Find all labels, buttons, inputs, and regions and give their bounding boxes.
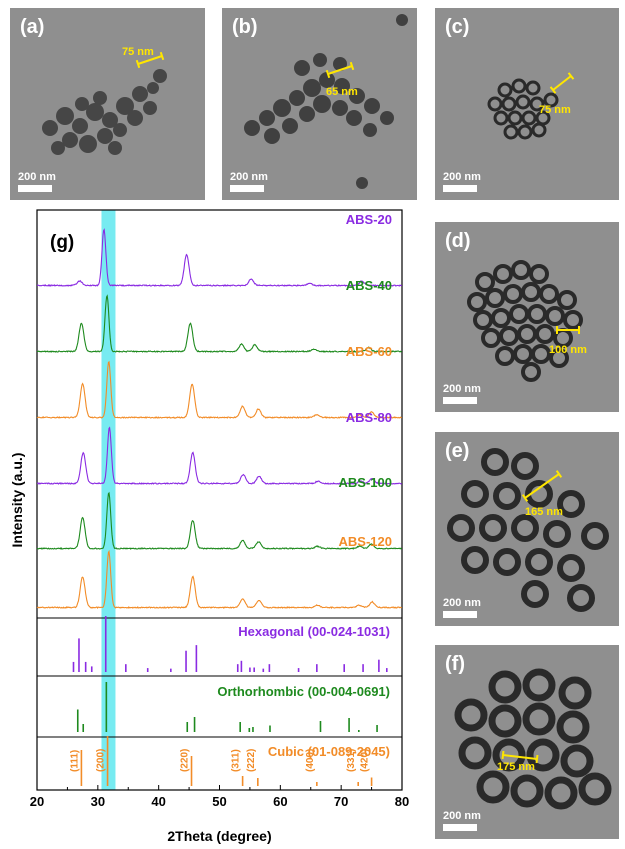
tem-panel-b: (b) 65 nm 200 nm [222, 8, 417, 200]
x-tick-label: 30 [91, 794, 105, 809]
particle-cluster [467, 260, 583, 382]
hkl-label: (420) [360, 749, 371, 772]
size-label: 65 nm [326, 86, 358, 98]
x-tick-label: 20 [30, 794, 44, 809]
panel-label: (c) [445, 16, 470, 38]
tem-panel-e: (e) 165 nm 200 nm [435, 432, 619, 626]
panel-label: (d) [445, 230, 471, 252]
xrd-pattern-line [36, 549, 402, 610]
panel-label: (g) [50, 232, 74, 253]
hkl-label: (222) [246, 749, 257, 772]
x-axis-label: 2Theta (degree) [167, 828, 271, 844]
size-label: 165 nm [525, 506, 563, 518]
panel-label: (b) [232, 16, 258, 38]
highlight-band [101, 210, 116, 790]
scale-bar: 200 nm [18, 171, 56, 192]
series-label: ABS-40 [346, 278, 392, 293]
x-tick-label: 50 [212, 794, 226, 809]
hkl-label: (220) [180, 749, 191, 772]
reference-label: Cubic (01-089-2045) [268, 744, 390, 759]
panel-label: (e) [445, 440, 470, 462]
reference-label: Orthorhombic (00-004-0691) [217, 684, 390, 699]
x-tick-label: 40 [151, 794, 165, 809]
hkl-label: (311) [231, 749, 242, 772]
xrd-chart-panel: (g) ABS-20 ABS-40 ABS-60 ABS-80 ABS-100 ABS-12… [0, 206, 412, 849]
particle-cluster [454, 668, 612, 810]
tem-panel-f: (f) 175 nm 200 nm [435, 645, 619, 839]
size-label: 75 nm [122, 46, 154, 58]
hkl-label: (331) [346, 749, 357, 772]
scale-bar: 200 nm [443, 810, 481, 831]
scale-bar: 200 nm [230, 171, 268, 192]
size-label: 175 nm [497, 761, 535, 773]
y-axis-label: Intensity (a.u.) [9, 453, 25, 548]
scale-bar: 200 nm [443, 383, 481, 404]
series-label: ABS-100 [339, 475, 392, 490]
particle-cluster [244, 14, 408, 189]
x-tick-label: 70 [334, 794, 348, 809]
xrd-pattern-line [36, 294, 402, 353]
scale-bar: 200 nm [443, 171, 481, 192]
x-tick-label: 80 [395, 794, 409, 809]
series-label: ABS-120 [339, 534, 392, 549]
series-label: ABS-80 [346, 410, 392, 425]
xrd-chart: (g) ABS-20 ABS-40 ABS-60 ABS-80 ABS-100 ABS-12… [9, 209, 409, 844]
series-label: ABS-20 [346, 212, 392, 227]
scale-bar: 200 nm [443, 597, 481, 618]
size-label: 100 nm [549, 344, 587, 356]
reference-label: Hexagonal (00-024-1031) [238, 624, 390, 639]
hkl-label: (200) [96, 749, 107, 772]
tem-panel-a: (a) 75 nm 200 nm [10, 8, 205, 200]
tem-panel-d: (d) 100 nm 200 nm [435, 222, 619, 412]
series-label: ABS-60 [346, 344, 392, 359]
size-label: 75 nm [539, 104, 571, 116]
xrd-pattern-line [36, 491, 403, 550]
hkl-label: (111) [69, 750, 80, 772]
tem-panel-c: (c) 75 nm 200 nm [435, 8, 619, 200]
xrd-pattern-line [36, 426, 402, 486]
x-tick-label: 60 [273, 794, 287, 809]
panel-label: (a) [20, 16, 45, 38]
panel-label: (f) [445, 653, 465, 675]
plot-frame [36, 209, 403, 791]
particle-cluster [487, 78, 559, 140]
xrd-pattern-line [36, 228, 403, 287]
hkl-label: (400) [305, 749, 316, 772]
particle-cluster [42, 69, 167, 155]
xrd-pattern-line [36, 360, 403, 420]
